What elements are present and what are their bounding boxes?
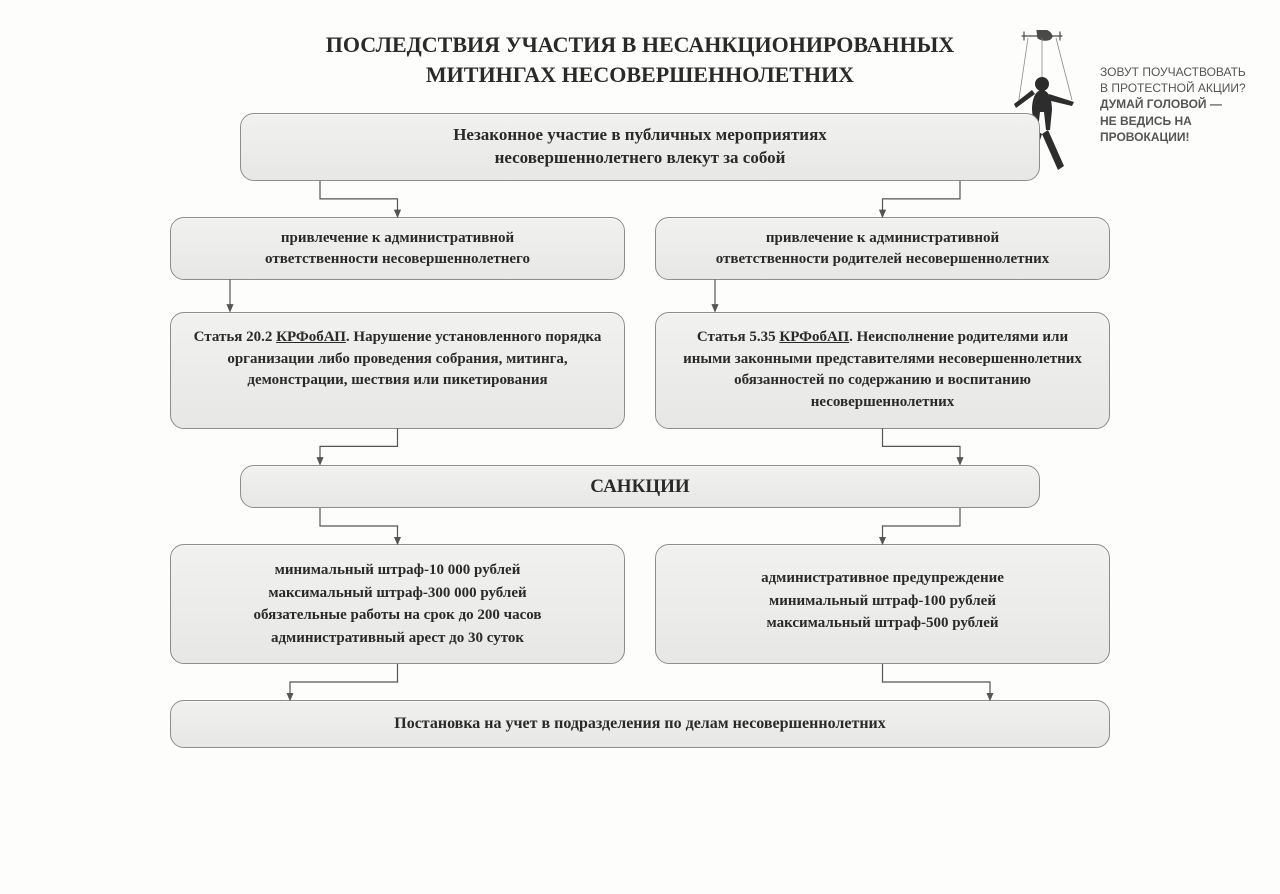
penalty-right-line1: административное предупреждение [678, 567, 1087, 590]
sanctions-header-box: САНКЦИИ [240, 465, 1040, 509]
liability-right-box: привлечение к административной ответстве… [655, 217, 1110, 280]
articles-row: Статья 20.2 КРФобАП. Нарушение установле… [170, 312, 1110, 429]
intro-line2: несовершеннолетнего влекут за собой [259, 147, 1021, 170]
liability-row: привлечение к административной ответстве… [170, 217, 1110, 280]
final-text: Постановка на учет в подразделения по де… [394, 715, 886, 732]
liability-right-line1: привлечение к административной [674, 228, 1091, 248]
penalty-right-box: административное предупреждение минималь… [655, 544, 1110, 664]
penalty-left-line2: максимальный штраф-300 000 рублей [193, 582, 602, 605]
side-note-text: ЗОВУТ ПОУЧАСТВОВАТЬ В ПРОТЕСТНОЙ АКЦИИ? … [1100, 30, 1262, 145]
side-note-line3: ДУМАЙ ГОЛОВОЙ — [1100, 96, 1262, 112]
article-right-box: Статья 5.35 КРФобАП. Неисполнение родите… [655, 312, 1110, 429]
penalty-right-line3: максимальный штраф-500 рублей [678, 612, 1087, 635]
penalty-left-line4: административный арест до 30 суток [193, 627, 602, 650]
final-box: Постановка на учет в подразделения по де… [170, 700, 1110, 748]
intro-line1: Незаконное участие в публичных мероприят… [259, 124, 1021, 147]
title-line2: МИТИНГАХ НЕСОВЕРШЕННОЛЕТНИХ [230, 60, 1050, 90]
side-note-line4: НЕ ВЕДИСЬ НА ПРОВОКАЦИИ! [1100, 113, 1262, 145]
penalty-left-line3: обязательные работы на срок до 200 часов [193, 604, 602, 627]
liability-left-line1: привлечение к административной [189, 228, 606, 248]
sanctions-header-text: САНКЦИИ [590, 476, 689, 497]
liability-left-line2: ответственности несовершеннолетнего [189, 249, 606, 269]
article-right-link: КРФобАП [779, 329, 849, 345]
penalty-left-box: минимальный штраф-10 000 рублей максимал… [170, 544, 625, 664]
article-left-box: Статья 20.2 КРФобАП. Нарушение установле… [170, 312, 625, 429]
article-left-prefix: Статья 20.2 [194, 329, 276, 345]
article-right-prefix: Статья 5.35 [697, 329, 779, 345]
page-title: ПОСЛЕДСТВИЯ УЧАСТИЯ В НЕСАНКЦИОНИРОВАННЫ… [230, 30, 1050, 89]
intro-box: Незаконное участие в публичных мероприят… [240, 113, 1040, 181]
penalty-left-line1: минимальный штраф-10 000 рублей [193, 559, 602, 582]
side-note-line1: ЗОВУТ ПОУЧАСТВОВАТЬ [1100, 64, 1262, 80]
title-line1: ПОСЛЕДСТВИЯ УЧАСТИЯ В НЕСАНКЦИОНИРОВАННЫ… [230, 30, 1050, 60]
liability-right-line2: ответственности родителей несовершенноле… [674, 249, 1091, 269]
penalties-row: минимальный штраф-10 000 рублей максимал… [170, 544, 1110, 664]
penalty-right-line2: минимальный штраф-100 рублей [678, 590, 1087, 613]
page-root: ЗОВУТ ПОУЧАСТВОВАТЬ В ПРОТЕСТНОЙ АКЦИИ? … [0, 0, 1280, 894]
side-note-line2: В ПРОТЕСТНОЙ АКЦИИ? [1100, 80, 1262, 96]
liability-left-box: привлечение к административной ответстве… [170, 217, 625, 280]
flowchart: Незаконное участие в публичных мероприят… [170, 113, 1110, 748]
article-left-link: КРФобАП [276, 329, 346, 345]
